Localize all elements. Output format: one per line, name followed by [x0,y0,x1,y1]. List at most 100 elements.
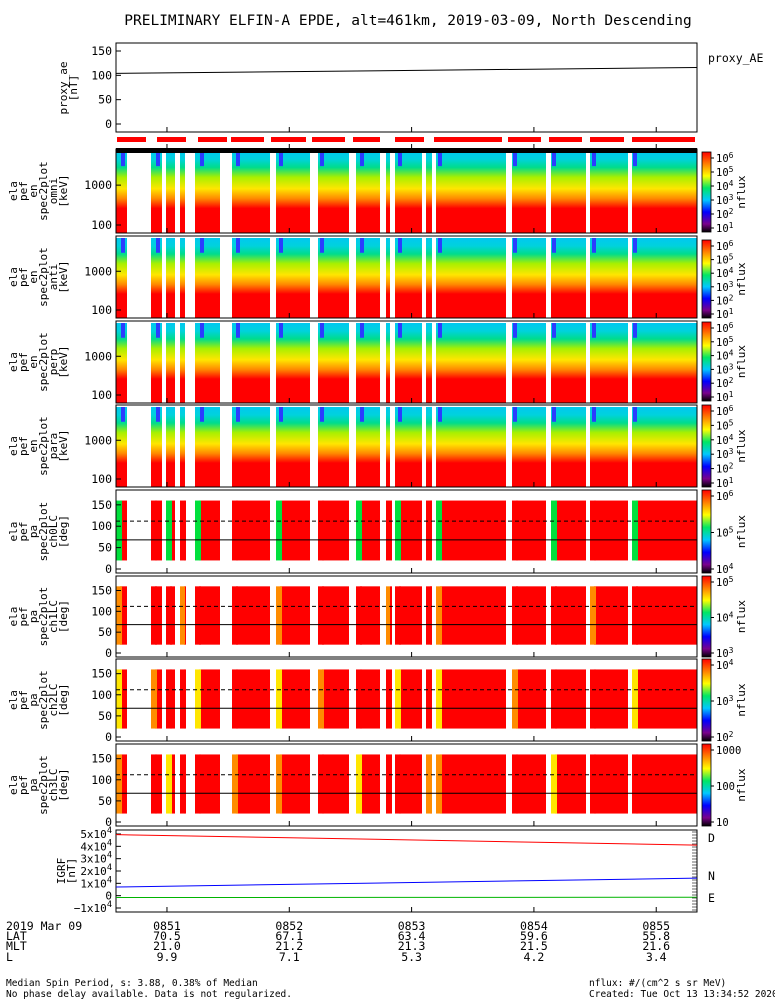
colorbar-2-tick-label-3: 103 [716,280,734,294]
energy-1-top-band [116,148,697,153]
energy-4-data-block-9 [386,407,390,487]
proxy-ae-frame [115,42,698,133]
energy-1-data-block-4 [195,151,220,233]
energy-1-blue-strip-5 [320,151,324,167]
energy-2-ytick-label-0: 1000 [84,264,112,278]
colorbar-3-label: nflux [735,345,748,378]
pa-5-edge-strip-15 [590,500,596,561]
pa-5-data-block-1 [155,500,162,561]
colorbar-2-tick-label-4: 102 [716,293,734,307]
energy-1-data-block-0 [116,151,127,233]
pa-8-edge-strip-15 [590,754,596,814]
colorbar-3 [701,321,712,402]
coverage-dash-9 [508,137,541,142]
pa-6-edge-strip-1 [151,586,157,645]
pa-7-edge-strip-11 [426,669,432,729]
pa-8-ylabel-line-2: pa [27,778,40,791]
pa-8-ytick-label-0: 150 [91,752,112,766]
colorbar-1-tick-label-1: 105 [716,165,734,179]
energy-2-ylabel-line-4: anti [47,264,60,291]
pa-6-edge-strip-10 [395,586,401,645]
pa-5-edge-strip-7 [318,500,324,561]
colorbar-1-label: nflux [735,175,748,208]
energy-4-ylabel-line-5: [keV] [57,429,70,462]
energy-1-blue-strip-2 [200,151,204,167]
colorbar-4-tick-label-0: 106 [716,404,734,418]
energy-1-data-block-15 [590,151,628,233]
pa-7-ylabel-line-5: [deg] [57,683,70,716]
colorbar-3-tick-label-4: 102 [716,376,734,390]
energy-1-ylabel-line-5: [keV] [57,174,70,207]
x-tick-label-mlt-0: 21.0 [153,939,181,953]
pa-5-ytick-label-0: 150 [91,498,112,512]
panel-energy-1: 1000100elapefenspec2plotomni[keV]1061051… [7,148,748,235]
pa-6-edge-strip-13 [512,586,518,645]
colorbar-5-tick-label-1: 105 [716,526,734,540]
colorbar-1-tick-label-2: 104 [716,179,734,193]
pa-8-ytick-label-1: 100 [91,773,112,787]
pa-5-data-block-6 [280,500,310,561]
energy-2-data-block-12 [436,238,506,318]
energy-4-blue-strip-6 [360,407,364,422]
pa-7-edge-strip-3 [180,669,185,729]
energy-4-blue-strip-2 [200,407,204,422]
energy-4-data-block-3 [180,407,185,487]
energy-4-blue-strip-9 [513,407,517,422]
pa-8-edge-strip-16 [632,754,638,814]
pa-5-edge-strip-5 [232,500,238,561]
pa-6-edge-strip-7 [318,586,324,645]
pa-6-ylabel-line-0: ela [7,607,20,627]
pa-7-frame [115,658,698,742]
x-tick-label-l-2: 5.3 [401,950,422,964]
x-tick-label-lat-4: 55.8 [642,929,670,943]
pa-6-edge-strip-12 [436,586,442,645]
coverage-bar [117,137,695,142]
x-axis-row-label-MLT: MLT [6,939,27,953]
pa-8-data-block-7 [322,754,349,814]
x-axis-date: 2019 Mar 09 [6,919,82,933]
energy-3-ylabel-line-4: perp [47,349,60,376]
pa-6-data-block-8 [360,586,380,645]
pa-7-ylabel-line-3: spec2plot [37,670,50,730]
energy-4-blue-strip-8 [438,407,442,422]
energy-2-data-block-14 [551,238,586,318]
energy-3-data-block-0 [116,323,127,403]
energy-4-data-block-13 [512,407,546,487]
pa-5-ylabel-line-2: pa [27,525,40,538]
energy-4-data-block-4 [195,407,220,487]
energy-4-data-block-1 [151,407,162,487]
energy-4-ylabel-line-4: para [47,433,60,460]
x-tick-label-lat-0: 70.5 [153,929,181,943]
pa-8-ylabel-line-5: [deg] [57,768,70,801]
pa-7-edge-strip-0 [116,669,122,729]
pa-8-data-block-2 [170,754,175,814]
colorbar-2-tick-label-2: 104 [716,266,734,280]
pa-5-data-block-14 [555,500,586,561]
energy-1-blue-strip-7 [398,151,402,167]
energy-1-data-block-9 [386,151,390,233]
energy-2-blue-strip-11 [592,238,596,253]
colorbar-1-tick-label-4: 102 [716,207,734,221]
energy-4-blue-strip-1 [156,407,160,422]
energy-1-ylabel-line-1: pef [17,181,30,201]
energy-4-data-block-0 [116,407,127,487]
pa-8-edge-strip-7 [318,754,324,814]
energy-2-blue-strip-9 [513,238,517,253]
footer-phase-note: No phase delay available. Data is not re… [6,989,292,1000]
energy-2-blue-strip-0 [121,238,125,253]
energy-1-data-block-13 [512,151,546,233]
colorbar-7 [701,658,712,742]
energy-1-blue-strip-12 [633,151,637,167]
coverage-dash-6 [353,137,380,142]
pa-7-edge-strip-5 [232,669,238,729]
energy-3-blue-strip-9 [513,323,517,338]
pa-5-edge-strip-8 [356,500,362,561]
energy-3-data-block-4 [195,323,220,403]
energy-3-data-block-15 [590,323,628,403]
pa-8-data-block-12 [440,754,506,814]
energy-3-ytick-label-0: 1000 [84,349,112,363]
x-tick-label-l-4: 3.4 [646,950,667,964]
